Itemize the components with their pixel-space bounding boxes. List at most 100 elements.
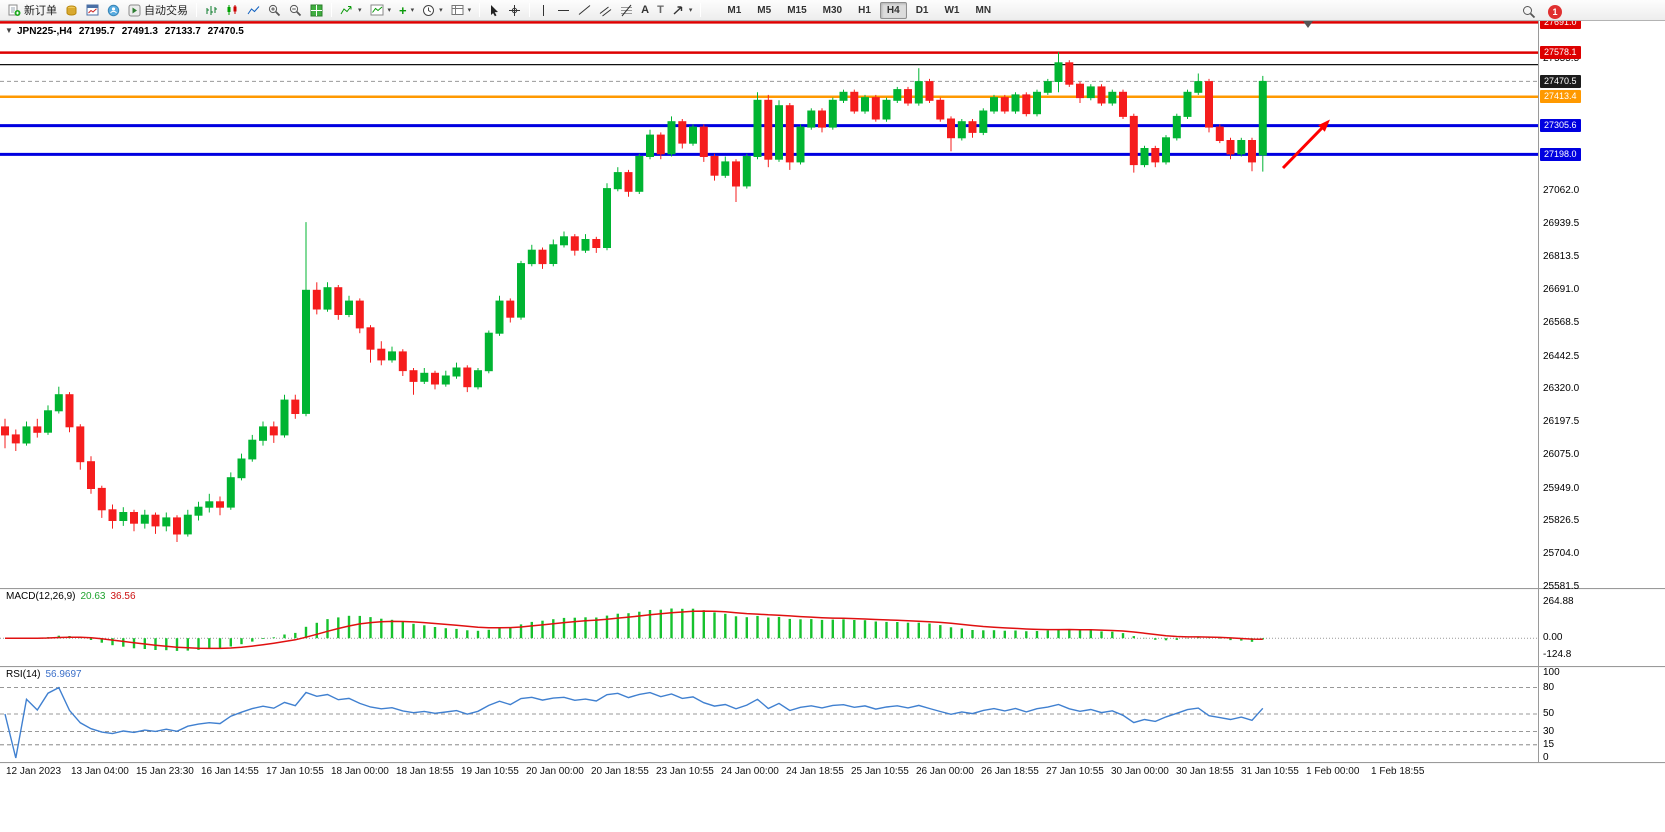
price-axis-label: 26813.5 [1543, 251, 1580, 262]
macd-axis-label: -124.8 [1543, 649, 1572, 660]
horizontal-line-tool-button[interactable] [553, 1, 574, 19]
new-order-button[interactable]: 新订单 [4, 1, 61, 19]
chart-window-icon [86, 4, 99, 17]
rsi-axis-label: 15 [1543, 739, 1555, 750]
macd-axis-label: 0.00 [1543, 632, 1563, 643]
channel-tool-button[interactable] [595, 1, 616, 19]
macd-signal-value: 36.56 [110, 591, 136, 602]
price-axis-label: 26568.5 [1543, 317, 1580, 328]
ohlc-open: 27195.7 [78, 26, 115, 37]
toolbar-separator [700, 3, 702, 17]
date-label: 16 Jan 14:55 [201, 766, 259, 777]
toolbar-separator [196, 3, 197, 17]
zoom-in-icon [268, 4, 281, 17]
rsi-axis-label: 50 [1543, 708, 1555, 719]
price-axis-label: 25949.0 [1543, 483, 1580, 494]
price-axis-label: 26691.0 [1543, 284, 1580, 295]
rsi-label: RSI(14) 56.9697 [6, 669, 82, 680]
bar-chart-button[interactable] [201, 1, 222, 19]
hline-price-tag[interactable]: 27578.1 [1540, 46, 1581, 59]
indicators-button[interactable]: ▾ [336, 1, 366, 19]
rsi-name: RSI(14) [6, 669, 41, 680]
templates-button[interactable]: ▾ [447, 1, 476, 19]
price-axis-label: 26075.0 [1543, 449, 1580, 460]
timeframe-button-m15[interactable]: M15 [787, 4, 807, 16]
zoom-out-button[interactable] [285, 1, 306, 19]
timeframe-button-mn[interactable]: MN [975, 4, 992, 16]
trendline-tool-button[interactable] [574, 1, 595, 19]
dropdown-caret-icon: ▾ [387, 6, 392, 14]
rsi-axis-label: 0 [1543, 752, 1549, 763]
dropdown-caret-icon: ▾ [410, 6, 415, 14]
coins-icon [65, 4, 78, 17]
rsi-axis-label: 80 [1543, 682, 1555, 693]
candlestick-chart-button[interactable] [222, 1, 243, 19]
timeframe-button-m30[interactable]: M30 [822, 4, 843, 16]
date-label: 23 Jan 10:55 [656, 766, 714, 777]
channel-icon [599, 4, 612, 17]
date-label: 31 Jan 10:55 [1241, 766, 1299, 777]
vertical-line-icon [538, 4, 549, 17]
price-axis: 27555.527062.026939.526813.526691.026568… [1538, 0, 1665, 832]
date-label: 1 Feb 00:00 [1306, 766, 1360, 777]
macd-axis-label: 264.88 [1543, 596, 1574, 607]
symbol-period-label: JPN225-,H4 [17, 26, 73, 37]
macd-pane-separator[interactable] [0, 588, 1665, 590]
macd-name: MACD(12,26,9) [6, 591, 76, 602]
crosshair-button[interactable] [504, 1, 525, 19]
one-click-trading-toggle[interactable]: ▼ [5, 26, 13, 35]
zoom-in-button[interactable] [264, 1, 285, 19]
label-tool-label: T [657, 3, 664, 16]
timeframe-button-m1[interactable]: M1 [727, 4, 742, 16]
date-label: 18 Jan 00:00 [331, 766, 389, 777]
horizontal-line-icon [557, 5, 570, 16]
arrow-annotation[interactable] [1281, 119, 1330, 170]
add-indicator-button[interactable]: + ▾ [395, 1, 418, 19]
date-label: 26 Jan 00:00 [916, 766, 974, 777]
dropdown-caret-icon: ▾ [467, 6, 472, 14]
ohlc-low: 27133.7 [164, 26, 201, 37]
plus-icon: + [399, 2, 407, 18]
autotrading-icon [128, 4, 141, 17]
navigator-button[interactable] [103, 1, 124, 19]
timeframe-button-m5[interactable]: M5 [757, 4, 772, 16]
hline-price-tag[interactable]: 27413.4 [1540, 90, 1581, 103]
timeframe-button-d1[interactable]: D1 [915, 4, 929, 16]
rsi-axis-label: 30 [1543, 726, 1555, 737]
market-watch-button[interactable] [61, 1, 82, 19]
rsi-pane-separator[interactable] [0, 666, 1665, 668]
search-button[interactable] [1518, 3, 1540, 21]
timeframe-button-h4[interactable]: H4 [879, 1, 907, 19]
chart-ohlc-header: JPN225-,H4 27195.7 27491.3 27133.7 27470… [17, 26, 248, 37]
hline-price-tag[interactable]: 27305.6 [1540, 119, 1581, 132]
chart-shift-marker-icon[interactable] [1303, 21, 1313, 28]
fibonacci-tool-button[interactable] [616, 1, 637, 19]
template-icon [451, 4, 464, 16]
autotrading-button[interactable]: 自动交易 [124, 1, 192, 19]
vertical-line-tool-button[interactable] [534, 1, 553, 19]
periods-button[interactable]: ▾ [418, 1, 447, 19]
arrows-tool-button[interactable]: ▾ [668, 1, 697, 19]
line-chart-button[interactable] [243, 1, 264, 19]
current-price-tag[interactable]: 27470.5 [1540, 75, 1581, 88]
tile-windows-button[interactable] [306, 1, 327, 19]
crosshair-icon [508, 4, 521, 17]
notification-badge[interactable]: 1 [1548, 5, 1562, 19]
price-axis-separator [1538, 21, 1539, 762]
text-label-tool-button[interactable]: T [653, 1, 668, 19]
chart-window-button[interactable] [82, 1, 103, 19]
indicator-windows-button[interactable]: ▾ [366, 1, 396, 19]
timeframe-button-h1[interactable]: H1 [858, 4, 871, 16]
text-tool-button[interactable]: A [637, 1, 653, 19]
cursor-button[interactable] [484, 1, 504, 19]
hline-price-tag[interactable]: 27198.0 [1540, 148, 1581, 161]
price-axis-label: 26197.5 [1543, 416, 1580, 427]
date-label: 27 Jan 10:55 [1046, 766, 1104, 777]
macd-indicator [0, 608, 1538, 651]
text-tool-label: A [641, 3, 650, 16]
toolbar: 新订单 自动交易 [0, 0, 1665, 21]
toolbar-right-group: 1 [1518, 3, 1562, 21]
chart-canvas[interactable] [0, 0, 1538, 832]
timeframe-button-w1[interactable]: W1 [944, 4, 960, 16]
dropdown-caret-icon: ▾ [688, 6, 693, 14]
